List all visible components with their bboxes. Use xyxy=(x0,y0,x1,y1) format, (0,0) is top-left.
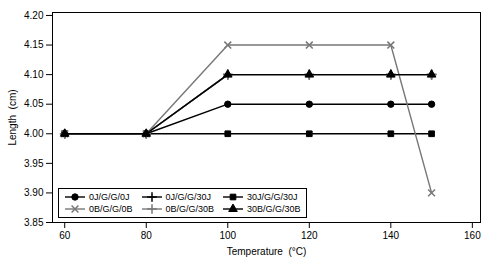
svg-text:120: 120 xyxy=(301,230,318,241)
html-text:0B/G/G/0B: 0B/G/G/0B xyxy=(89,204,133,214)
svg-text:140: 140 xyxy=(382,230,399,241)
svg-text:80: 80 xyxy=(141,230,153,241)
svg-text:3.90: 3.90 xyxy=(24,187,44,198)
svg-text:Temperature (°C): Temperature (°C) xyxy=(227,246,307,257)
html-text:30B/G/G/30B: 30B/G/G/30B xyxy=(247,204,301,214)
svg-text:4.00: 4.00 xyxy=(24,128,44,139)
svg-text:4.10: 4.10 xyxy=(24,69,44,80)
html-text:0J/G/G/0J: 0J/G/G/0J xyxy=(89,192,130,202)
svg-text:160: 160 xyxy=(464,230,481,241)
svg-text:4.20: 4.20 xyxy=(24,10,44,21)
html-text:0B/G/G/30B: 0B/G/G/30B xyxy=(165,204,215,214)
svg-text:3.95: 3.95 xyxy=(24,158,44,169)
svg-text:4.05: 4.05 xyxy=(24,98,44,109)
html-text:30J/G/G/30J: 30J/G/G/30J xyxy=(247,192,298,202)
html-text:0J/G/G/30J: 0J/G/G/30J xyxy=(165,192,212,202)
svg-text:4.15: 4.15 xyxy=(24,39,44,50)
svg-text:100: 100 xyxy=(219,230,236,241)
svg-text:3.85: 3.85 xyxy=(24,217,44,228)
svg-text:60: 60 xyxy=(59,230,71,241)
svg-text:Length (cm): Length (cm) xyxy=(7,89,18,145)
